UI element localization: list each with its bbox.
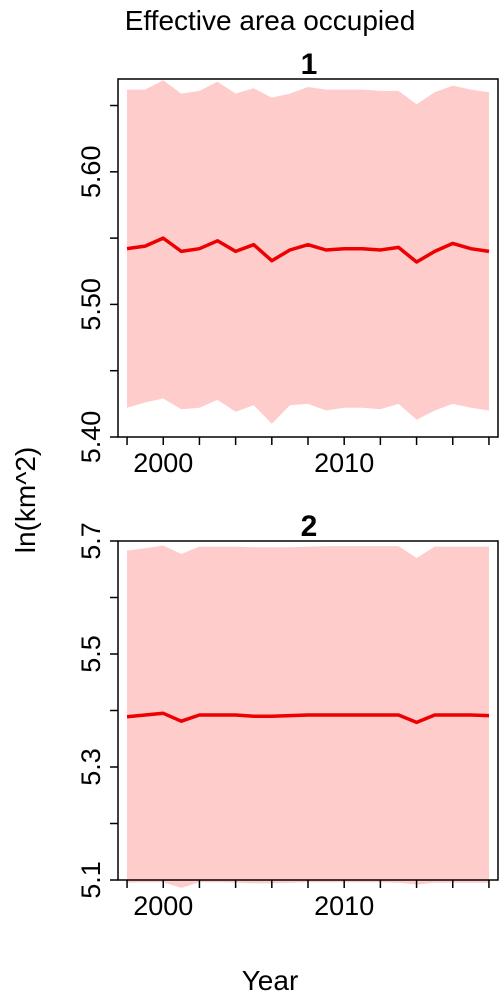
y-axis-label: ln(km^2) (10, 447, 41, 553)
panel-2-y-tick-label: 5.7 (76, 522, 106, 560)
figure-title: Effective area occupied (125, 5, 416, 36)
panel-1-y-tick-label: 5.50 (76, 278, 106, 331)
panel-2-estimate-line (126, 711, 490, 725)
panel-1: 1 2000 2010 5.40 5.50 5.60 (76, 48, 499, 478)
panel-1-confidence-band (127, 80, 489, 424)
panel-1-title: 1 (301, 48, 318, 81)
panel-1-x-tick-label: 2010 (314, 448, 374, 478)
panel-2-y-tick-label: 5.1 (76, 861, 106, 899)
panel-1-y-tick-label: 5.40 (76, 411, 106, 464)
panel-2-x-tick-label: 2010 (314, 891, 374, 921)
x-axis-label: Year (242, 965, 299, 996)
panel-1-y-tick-label: 5.60 (76, 146, 106, 199)
panel-2-y-tick-label: 5.3 (76, 748, 106, 786)
panel-2: 2 2000 2010 5.1 5.3 5.5 5.7 (76, 510, 499, 921)
panel-2-title: 2 (301, 510, 318, 543)
panel-2-y-tick-label: 5.5 (76, 635, 106, 673)
panel-1-x-tick-label: 2000 (133, 448, 193, 478)
panel-2-x-tick-label: 2000 (133, 891, 193, 921)
panel-1-estimate-line (126, 236, 490, 264)
